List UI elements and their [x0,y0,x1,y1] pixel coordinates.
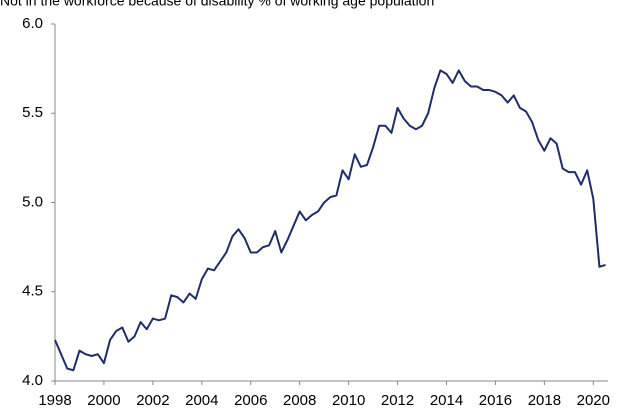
y-tick-label: 4.5 [22,283,43,300]
x-tick-label: 2016 [479,392,512,409]
y-tick-label: 5.0 [22,193,43,210]
x-tick-label: 2008 [283,392,316,409]
x-tick-label: 2018 [528,392,561,409]
x-tick-label: 2000 [87,392,120,409]
x-tick-label: 2014 [430,392,463,409]
x-tick-label: 2006 [234,392,267,409]
chart-title: Not in the workforce because of disabili… [0,0,434,9]
x-tick-label: 2004 [185,392,218,409]
x-tick-label: 2010 [332,392,365,409]
x-tick-label: 2020 [577,392,610,409]
data-line [54,69,606,372]
x-tick-label: 2012 [381,392,414,409]
x-tick-label: 2002 [136,392,169,409]
y-tick-label: 6.0 [22,15,43,32]
y-tick-label: 5.5 [22,104,43,121]
x-tick-label: 1998 [38,392,71,409]
y-tick-label: 4.0 [22,372,43,389]
